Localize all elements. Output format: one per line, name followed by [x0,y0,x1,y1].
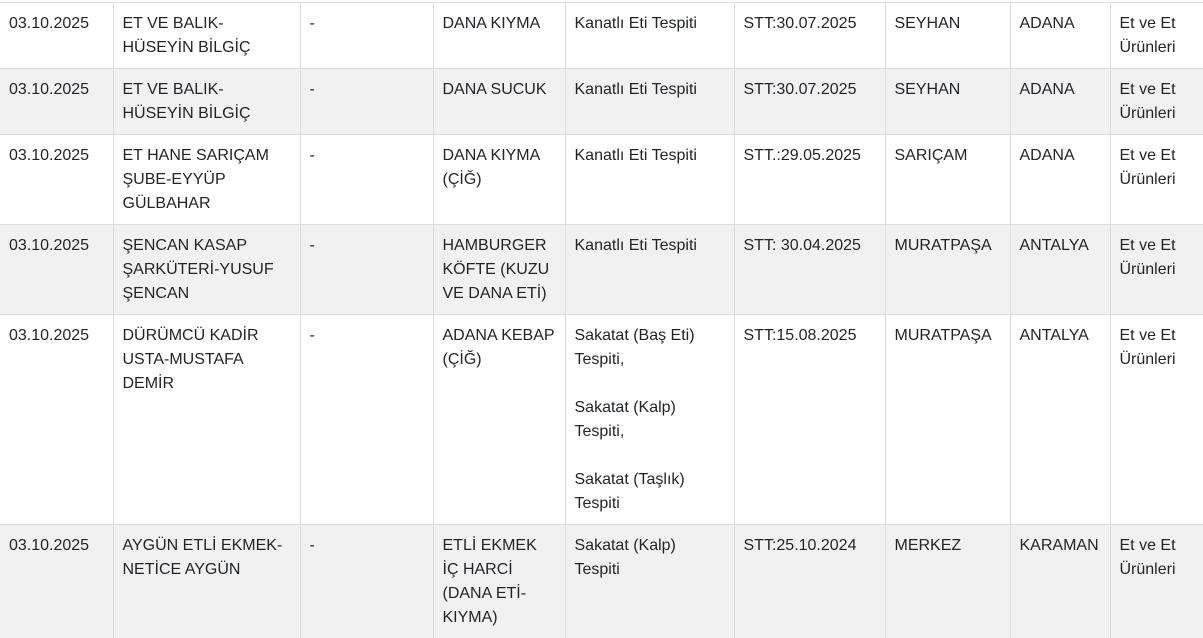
cell-finding: Sakatat (Baş Eti) Tespiti, Sakatat (Kalp)… [565,315,734,525]
cell-brand: - [300,3,433,69]
cell-finding: Kanatlı Eti Tespiti [565,225,734,315]
cell-brand: - [300,525,433,638]
cell-finding: Kanatlı Eti Tespiti [565,3,734,69]
cell-province: ANTALYA [1010,315,1110,525]
cell-stt: STT: 30.04.2025 [734,225,885,315]
cell-stt: STT:30.07.2025 [734,3,885,69]
cell-province: ADANA [1010,135,1110,225]
cell-stt: STT:25.10.2024 [734,525,885,638]
cell-stt: STT:30.07.2025 [734,69,885,135]
finding-paragraph: Sakatat (Baş Eti) Tespiti, [575,324,725,372]
cell-stt: STT.:29.05.2025 [734,135,885,225]
cell-district: MURATPAŞA [885,315,1010,525]
cell-category: Et ve Et Ürünleri [1110,69,1203,135]
cell-province: ANTALYA [1010,225,1110,315]
cell-district: SARIÇAM [885,135,1010,225]
cell-district: MURATPAŞA [885,225,1010,315]
cell-date: 03.10.2025 [0,315,113,525]
cell-business: DÜRÜMCÜ KADİR USTA-MUSTAFA DEMİR [113,315,300,525]
cell-business: AYGÜN ETLİ EKMEK-NETİCE AYGÜN [113,525,300,638]
cell-province: ADANA [1010,69,1110,135]
cell-date: 03.10.2025 [0,69,113,135]
cell-category: Et ve Et Ürünleri [1110,3,1203,69]
cell-category: Et ve Et Ürünleri [1110,315,1203,525]
cell-brand: - [300,69,433,135]
cell-product: ETLİ EKMEK İÇ HARCİ (DANA ETİ-KIYMA) [433,525,565,638]
cell-date: 03.10.2025 [0,3,113,69]
cell-finding: Sakatat (Kalp) Tespiti [565,525,734,638]
cell-date: 03.10.2025 [0,225,113,315]
cell-district: SEYHAN [885,69,1010,135]
cell-brand: - [300,315,433,525]
cell-category: Et ve Et Ürünleri [1110,525,1203,638]
finding-paragraph: Sakatat (Kalp) Tespiti, [575,396,725,444]
cell-product: ADANA KEBAP (ÇİĞ) [433,315,565,525]
cell-product: DANA KIYMA [433,3,565,69]
cell-product: DANA SUCUK [433,69,565,135]
cell-province: KARAMAN [1010,525,1110,638]
cell-district: SEYHAN [885,3,1010,69]
cell-product: DANA KIYMA (ÇİĞ) [433,135,565,225]
cell-business: ŞENCAN KASAP ŞARKÜTERİ-YUSUF ŞENCAN [113,225,300,315]
cell-category: Et ve Et Ürünleri [1110,135,1203,225]
cell-finding: Kanatlı Eti Tespiti [565,69,734,135]
cell-finding: Kanatlı Eti Tespiti [565,135,734,225]
cell-province: ADANA [1010,3,1110,69]
cell-business: ET VE BALIK-HÜSEYİN BİLGİÇ [113,3,300,69]
cell-date: 03.10.2025 [0,525,113,638]
cell-date: 03.10.2025 [0,135,113,225]
cell-brand: - [300,135,433,225]
cell-product: HAMBURGER KÖFTE (KUZU VE DANA ETİ) [433,225,565,315]
cell-business: ET VE BALIK-HÜSEYİN BİLGİÇ [113,69,300,135]
cell-category: Et ve Et Ürünleri [1110,225,1203,315]
cell-district: MERKEZ [885,525,1010,638]
cell-business: ET HANE SARIÇAM ŞUBE-EYYÜP GÜLBAHAR [113,135,300,225]
finding-paragraph: Sakatat (Taşlık) Tespiti [575,468,725,516]
cell-stt: STT:15.08.2025 [734,315,885,525]
cell-brand: - [300,225,433,315]
